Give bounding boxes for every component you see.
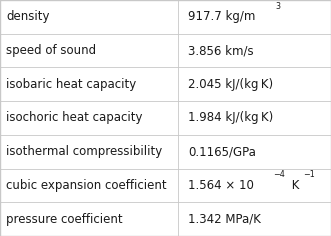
Text: 3.856 km/s: 3.856 km/s [188,44,254,57]
Text: 1.984 kJ/(kg K): 1.984 kJ/(kg K) [188,111,273,125]
Text: K: K [288,179,300,192]
Text: 3: 3 [275,2,280,11]
Text: 0.1165/GPa: 0.1165/GPa [188,145,256,158]
Text: density: density [6,10,49,23]
Text: speed of sound: speed of sound [6,44,96,57]
Text: 1.564 × 10: 1.564 × 10 [188,179,254,192]
Text: −4: −4 [273,170,285,179]
Text: −1: −1 [303,170,314,179]
Text: 1.342 MPa/K: 1.342 MPa/K [188,213,261,226]
Text: pressure coefficient: pressure coefficient [6,213,122,226]
Text: isochoric heat capacity: isochoric heat capacity [6,111,142,125]
Text: 2.045 kJ/(kg K): 2.045 kJ/(kg K) [188,78,273,91]
Text: isothermal compressibility: isothermal compressibility [6,145,162,158]
Text: cubic expansion coefficient: cubic expansion coefficient [6,179,166,192]
Text: isobaric heat capacity: isobaric heat capacity [6,78,136,91]
Text: 917.7 kg/m: 917.7 kg/m [188,10,256,23]
